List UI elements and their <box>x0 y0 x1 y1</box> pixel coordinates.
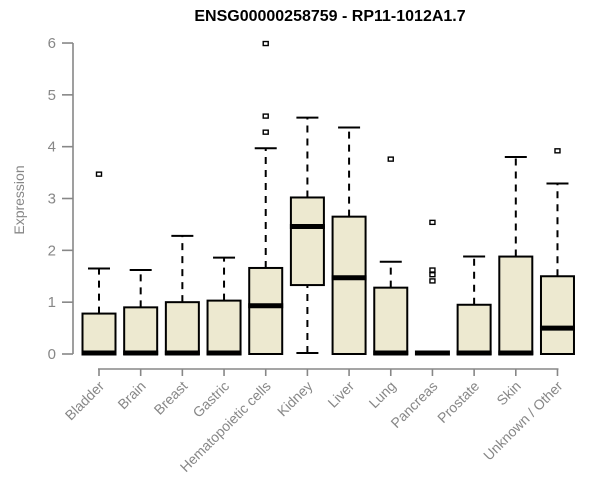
y-tick-label: 4 <box>48 139 56 156</box>
outlier-point <box>262 113 269 119</box>
category-label: Lung <box>366 378 399 411</box>
outlier-point <box>429 272 436 278</box>
outlier-point <box>429 278 436 284</box>
y-tick-label: 3 <box>48 191 56 208</box>
iqr-box <box>331 215 367 355</box>
iqr-box <box>373 286 409 355</box>
y-tick-label: 2 <box>48 242 56 259</box>
iqr-box <box>248 266 284 355</box>
outlier-point <box>262 40 269 47</box>
y-tick-label: 5 <box>48 87 56 104</box>
iqr-box <box>498 255 534 355</box>
category-label: Unknown / Other <box>480 378 566 464</box>
category-label: Bladder <box>62 378 108 424</box>
iqr-box <box>81 312 117 355</box>
category-label: Liver <box>324 378 357 411</box>
outlier-point <box>262 129 269 135</box>
chart-title: ENSG00000258759 - RP11-1012A1.7 <box>194 8 466 25</box>
category-label: Skin <box>493 378 524 409</box>
y-tick-label: 1 <box>48 294 56 311</box>
outlier-point <box>387 156 394 162</box>
y-tick-label: 6 <box>48 35 56 52</box>
category-label: Prostate <box>434 378 482 426</box>
category-label: Breast <box>151 378 191 418</box>
outlier-point <box>429 219 436 226</box>
y-tick-label: 0 <box>48 346 56 363</box>
category-label: Kidney <box>274 378 316 420</box>
iqr-box <box>123 306 159 355</box>
outlier-point <box>554 148 561 154</box>
outlier-point <box>429 267 436 273</box>
iqr-box <box>539 275 575 356</box>
iqr-box <box>164 301 200 356</box>
iqr-box <box>456 303 492 356</box>
outlier-point <box>95 171 103 177</box>
iqr-box <box>206 299 242 356</box>
category-label: Brain <box>114 378 148 412</box>
iqr-box <box>289 196 325 287</box>
